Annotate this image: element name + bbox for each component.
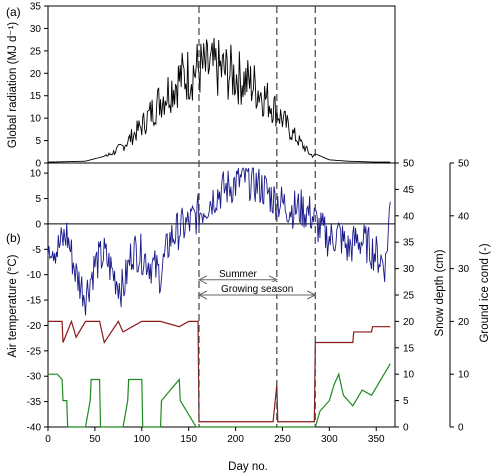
top-y-tick-label-5: 25 bbox=[30, 46, 42, 57]
snow-tick-label-4: 20 bbox=[403, 317, 415, 328]
snow-tick-label-8: 40 bbox=[403, 211, 415, 222]
ticks: 0 50 100 150 200 250 300 35005101520253035-40-3… bbox=[27, 2, 470, 446]
x-tick-label-5: 250 bbox=[274, 434, 291, 445]
annotations: Summer Growing season bbox=[197, 6, 317, 427]
top-panel bbox=[47, 5, 396, 164]
ice-tick-label-3: 30 bbox=[458, 264, 470, 275]
top-frame bbox=[47, 5, 396, 164]
left-y-tick-label-5: -15 bbox=[27, 296, 42, 307]
left-y-tick-label-7: -5 bbox=[32, 245, 41, 256]
left-y-tick-label-10: 10 bbox=[30, 169, 42, 180]
annotation-arrowhead-right-1 bbox=[307, 290, 317, 300]
left-y-tick-label-2: -30 bbox=[27, 372, 42, 383]
x-tick-label-2: 100 bbox=[133, 434, 150, 445]
ice-tick-label-5: 50 bbox=[458, 159, 470, 170]
annotation-arrowhead-left-1 bbox=[197, 290, 208, 300]
x-tick-label-4: 200 bbox=[227, 434, 244, 445]
snow-tick-label-1: 5 bbox=[403, 396, 409, 407]
left-y-tick-label-3: -25 bbox=[27, 346, 42, 357]
snow-tick-label-7: 35 bbox=[403, 238, 415, 249]
top-y-tick-label-1: 5 bbox=[35, 136, 41, 147]
panel-label-b: (b) bbox=[6, 231, 21, 245]
snow-tick-label-2: 10 bbox=[403, 370, 415, 381]
radiation-line bbox=[47, 38, 391, 163]
top-y-tick-label-0: 0 bbox=[35, 159, 41, 170]
ice-tick-label-4: 40 bbox=[458, 211, 470, 222]
x-tick-label-7: 350 bbox=[368, 434, 385, 445]
top-y-tick-label-2: 10 bbox=[30, 114, 42, 125]
x-tick-label-0: 0 bbox=[45, 434, 51, 445]
annotation-bg-1 bbox=[213, 282, 301, 294]
snow-tick-label-9: 45 bbox=[403, 185, 415, 196]
top-y-tick-label-7: 35 bbox=[30, 2, 42, 13]
left-y-tick-label-4: -20 bbox=[27, 321, 42, 332]
data-lines bbox=[47, 38, 391, 428]
ice-tick-label-1: 10 bbox=[458, 370, 470, 381]
annotation-label-1: Growing season bbox=[221, 284, 293, 295]
ice-tick-label-2: 20 bbox=[458, 317, 470, 328]
left-y-tick-label-6: -10 bbox=[27, 270, 42, 281]
x-axis-label: Day no. bbox=[228, 461, 268, 473]
left-y-tick-label-8: 0 bbox=[35, 219, 41, 230]
ice-tick-label-0: 0 bbox=[458, 423, 464, 434]
top-y-tick-label-3: 15 bbox=[30, 91, 42, 102]
panel-label-a: (a) bbox=[6, 5, 21, 19]
snow-tick-label-5: 25 bbox=[403, 291, 415, 302]
top-y-tick-label-4: 20 bbox=[30, 69, 42, 80]
x-tick-label-6: 300 bbox=[321, 434, 338, 445]
annotation-label-0: Summer bbox=[219, 269, 257, 280]
snow-depth-line bbox=[48, 363, 391, 428]
ground-ice-line bbox=[48, 319, 391, 423]
left-y-tick-label-9: 5 bbox=[35, 194, 41, 205]
top-y-tick-label-6: 30 bbox=[30, 24, 42, 35]
x-tick-label-3: 150 bbox=[180, 434, 197, 445]
x-tick-label-1: 50 bbox=[89, 434, 101, 445]
top-y-axis-label: Global radiation (MJ d⁻¹) bbox=[7, 22, 19, 148]
left-y-tick-label-1: -35 bbox=[27, 397, 42, 408]
air-temperature-line bbox=[47, 167, 391, 316]
snow-tick-label-3: 15 bbox=[403, 343, 415, 354]
annotation-bg-0 bbox=[217, 266, 259, 279]
ice-axis-label: Ground ice cond (-) bbox=[479, 243, 491, 342]
annotation-arrowhead-left-0 bbox=[197, 275, 208, 285]
left-y-tick-label-0: -40 bbox=[27, 423, 42, 434]
snow-tick-label-0: 0 bbox=[403, 423, 409, 434]
left-y-axis-label: Air temperature (°C) bbox=[7, 254, 19, 357]
snow-tick-label-6: 30 bbox=[403, 264, 415, 275]
snow-tick-label-10: 50 bbox=[403, 159, 415, 170]
snow-axis-label: Snow depth (cm) bbox=[434, 249, 446, 336]
